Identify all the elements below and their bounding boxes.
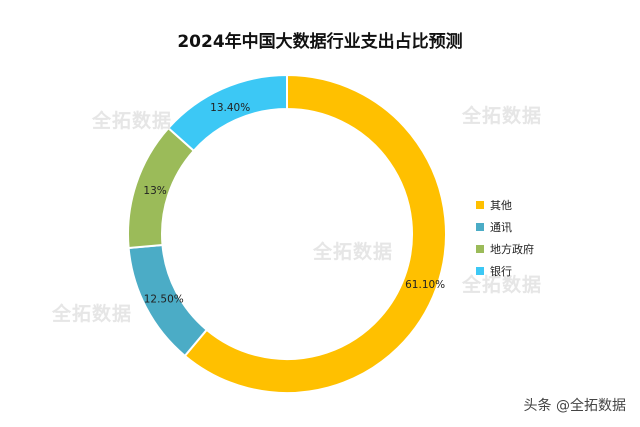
legend-label: 银行 — [490, 265, 512, 278]
legend: 其他 通讯 地方政府 银行 — [476, 194, 534, 282]
legend-swatch — [476, 267, 484, 275]
watermark: 全拓数据 — [462, 274, 543, 296]
legend-item: 其他 — [476, 194, 534, 216]
slice-data-label: 13.40% — [210, 102, 250, 114]
legend-item: 银行 — [476, 260, 534, 282]
legend-swatch — [476, 245, 484, 253]
source-credit: 头条 @全拓数据 — [523, 398, 626, 414]
slice-data-label: 12.50% — [144, 293, 184, 305]
watermark: 全拓数据 — [52, 303, 133, 325]
donut-slice — [183, 73, 447, 394]
chart-title: 2024年中国大数据行业支出占比预测 — [177, 32, 463, 52]
watermark: 全拓数据 — [92, 110, 173, 132]
legend-item: 通讯 — [476, 216, 534, 238]
watermark: 全拓数据 — [313, 241, 394, 263]
legend-swatch — [476, 223, 484, 231]
watermark: 全拓数据 — [462, 105, 543, 127]
slice-data-label: 13% — [143, 185, 166, 197]
slice-data-label: 61.10% — [405, 279, 445, 291]
donut-slice — [166, 73, 288, 153]
legend-label: 其他 — [490, 199, 512, 212]
legend-label: 通讯 — [490, 221, 512, 234]
legend-swatch — [476, 201, 484, 209]
legend-label: 地方政府 — [490, 243, 534, 256]
legend-item: 地方政府 — [476, 238, 534, 260]
